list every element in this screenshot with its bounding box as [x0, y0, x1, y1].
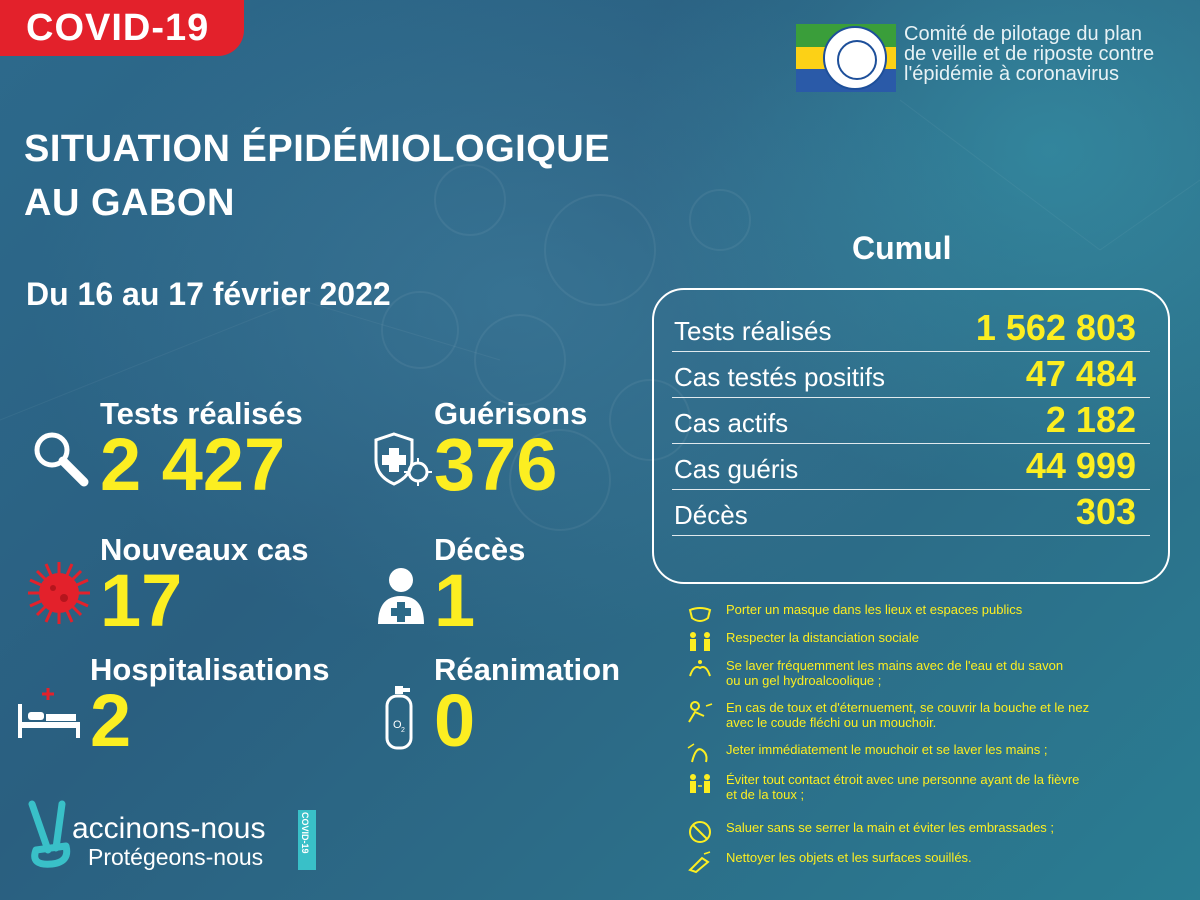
committee-name: Comité de pilotage du plan de veille et …	[904, 24, 1164, 84]
campaign-line-1: accinons-nous	[72, 812, 266, 845]
cumul-row: Cas testés positifs 47 484	[672, 352, 1150, 398]
distancing-icon	[690, 632, 710, 651]
gabon-seal-icon	[823, 26, 887, 90]
stat-deaths-label: Décès	[434, 532, 526, 567]
tissue-icon	[687, 743, 708, 763]
stat-hospitalizations: Hospitalisations 2	[90, 652, 330, 762]
cleaning-icon	[688, 851, 711, 874]
cumul-row-label: Cas testés positifs	[674, 362, 885, 392]
cumul-row-label: Tests réalisés	[674, 316, 832, 346]
hospital-bed-icon	[18, 688, 80, 738]
cumul-row-label: Décès	[674, 500, 748, 530]
cumul-row-value: 1 562 803	[975, 307, 1136, 348]
rule-item: Respecter la distanciation sociale	[686, 630, 1146, 654]
virus-icon	[28, 562, 90, 624]
cumul-row-value: 47 484	[1025, 353, 1136, 394]
stat-icu-label: Réanimation	[434, 652, 621, 687]
cumul-row-label: Cas guéris	[674, 454, 799, 484]
oxygen-tank-icon: O 2	[385, 686, 413, 750]
rule-text: Nettoyer les objets et les surfaces soui…	[726, 850, 972, 865]
rule-text: Saluer sans se serrer la main et éviter …	[726, 820, 1055, 835]
stat-tests-label: Tests réalisés	[100, 396, 303, 431]
stat-new-cases-label: Nouveaux cas	[100, 532, 309, 567]
person-cross-icon	[378, 568, 424, 624]
handwash-icon	[689, 660, 711, 677]
rule-item: En cas de toux et d'éternuement, se couv…	[686, 700, 1146, 730]
rule-text: Jeter immédiatement le mouchoir et se la…	[726, 742, 1048, 757]
cumul-row-value: 44 999	[1025, 445, 1136, 486]
rule-text: En cas de toux et d'éternuement, se couv…	[726, 700, 1090, 730]
cumul-row: Décès 303	[672, 490, 1150, 536]
cumul-panel: Tests réalisés 1 562 803 Cas testés posi…	[652, 288, 1170, 584]
stat-icu: Réanimation 0	[434, 652, 621, 762]
stat-tests-value: 2 427	[100, 423, 286, 506]
rule-text: Se laver fréquemment les mains avec de l…	[726, 658, 1064, 688]
gabon-flag-seal-logo	[796, 24, 896, 92]
rule-text: Porter un masque dans les lieux et espac…	[726, 602, 1023, 617]
stat-recoveries: Guérisons 376	[434, 396, 588, 506]
stat-recoveries-value: 376	[434, 423, 558, 506]
stat-icu-value: 0	[434, 679, 476, 762]
no-handshake-icon	[689, 821, 711, 843]
svg-text:O: O	[393, 719, 402, 731]
title-line-1: SITUATION ÉPIDÉMIOLOGIQUE	[24, 128, 611, 170]
rule-item: Se laver fréquemment les mains avec de l…	[686, 658, 1146, 688]
stat-hospitalizations-value: 2	[90, 679, 132, 762]
rule-item: Jeter immédiatement le mouchoir et se la…	[686, 742, 1146, 766]
committee-line-2: de veille et de riposte contre	[904, 43, 1155, 65]
cumul-row: Cas guéris 44 999	[672, 444, 1150, 490]
rule-item: Éviter tout contact étroit avec une pers…	[686, 772, 1146, 802]
campaign-line-2: Protégeons-nous	[88, 844, 264, 870]
stat-hospitalizations-label: Hospitalisations	[90, 652, 330, 687]
stat-new-cases: Nouveaux cas 17	[100, 532, 309, 642]
mask-icon	[688, 607, 712, 622]
covid-tag-label: COVID-19	[26, 6, 210, 49]
cumul-row-value: 2 182	[1045, 399, 1136, 440]
cumul-row: Cas actifs 2 182	[672, 398, 1150, 444]
stat-tests: Tests réalisés 2 427	[100, 396, 303, 506]
cumul-row: Tests réalisés 1 562 803	[672, 306, 1150, 352]
rule-item: Nettoyer les objets et les surfaces soui…	[686, 850, 1146, 874]
stat-recoveries-label: Guérisons	[434, 396, 588, 431]
committee-line-3: l'épidémie à coronavirus	[904, 63, 1120, 85]
rule-text: Respecter la distanciation sociale	[726, 630, 919, 645]
page-title: SITUATION ÉPIDÉMIOLOGIQUE AU GABON	[24, 122, 610, 230]
stat-new-cases-value: 17	[100, 559, 183, 642]
committee-line-1: Comité de pilotage du plan	[904, 23, 1142, 45]
rule-item: Saluer sans se serrer la main et éviter …	[686, 820, 1146, 844]
cumul-row-label: Cas actifs	[674, 408, 789, 438]
cumul-title: Cumul	[852, 230, 952, 266]
stat-deaths: Décès 1	[434, 532, 526, 642]
cough-icon	[688, 701, 713, 723]
no-contact-icon	[690, 774, 710, 793]
title-line-2: AU GABON	[24, 182, 235, 224]
svg-text:2: 2	[401, 727, 405, 734]
covid-tag: COVID-19	[0, 0, 244, 56]
rule-text: Éviter tout contact étroit avec une pers…	[726, 772, 1080, 802]
rule-item: Porter un masque dans les lieux et espac…	[686, 602, 1146, 626]
report-period: Du 16 au 17 février 2022	[26, 276, 391, 312]
committee-header: Comité de pilotage du plan de veille et …	[796, 24, 1164, 92]
victory-hand-icon	[28, 800, 71, 868]
campaign-covid-tag: COVID-19	[298, 810, 316, 870]
campaign-covid-tag-label: COVID-19	[300, 812, 310, 854]
stat-deaths-value: 1	[434, 559, 476, 642]
cumul-row-value: 303	[1075, 491, 1136, 532]
magnifier-icon	[34, 432, 89, 487]
shield-virus-icon	[374, 432, 432, 486]
